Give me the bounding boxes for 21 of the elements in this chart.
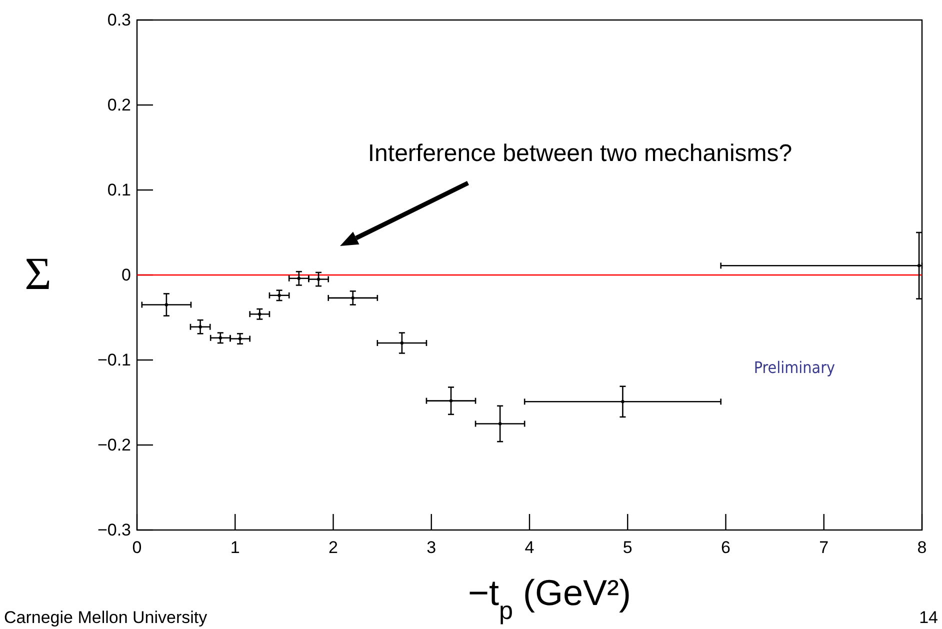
- x-axis-title: −t$_{p}$ (GeV²): [468, 572, 632, 625]
- x-tick-label: 3: [426, 538, 436, 557]
- annotation: Preliminary: [754, 358, 836, 377]
- x-tick-label: 1: [230, 538, 240, 557]
- text: Carnegie Mellon University: [4, 608, 208, 627]
- x-tick-label: 6: [721, 538, 730, 557]
- y-axis-title: Σ: [24, 248, 52, 299]
- x-tick-label: 5: [622, 538, 632, 557]
- y-tick-label: 0: [122, 265, 131, 284]
- y-tick-label: 0.1: [107, 180, 131, 200]
- text: 14: [919, 608, 938, 627]
- y-tick-label: −0.2: [97, 435, 131, 454]
- y-tick-label: −0.1: [97, 350, 131, 370]
- annotation: Interference between two mechanisms?: [368, 140, 792, 167]
- y-tick-label: −0.3: [97, 520, 131, 540]
- x-tick-label: 8: [917, 538, 927, 557]
- x-tick-label: 4: [524, 538, 534, 557]
- y-tick-label: 0.2: [107, 95, 131, 114]
- x-tick-label: 7: [819, 538, 829, 557]
- y-tick-label: 0.3: [107, 10, 131, 30]
- x-tick-label: 2: [328, 538, 338, 557]
